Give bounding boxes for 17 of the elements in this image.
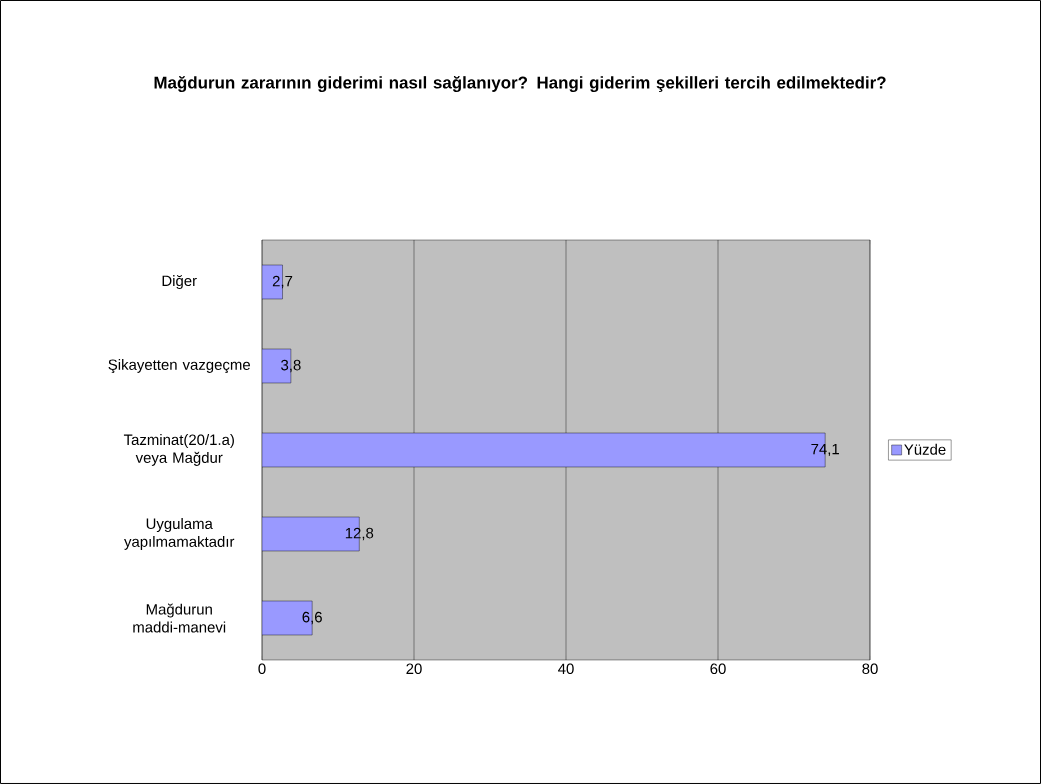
data-label: 74,1 [811, 443, 839, 457]
x-tick-label: 40 [558, 663, 574, 675]
x-tick-label: 20 [406, 663, 422, 675]
data-label: 3,8 [281, 359, 301, 373]
data-label: 2,7 [272, 275, 293, 289]
y-tick-label: Uygulama yapılmamaktadır [124, 518, 235, 550]
legend-label: Yüzde [904, 443, 946, 455]
data-label: 12,8 [345, 527, 374, 541]
x-tick-label: 60 [710, 663, 726, 675]
y-tick-label: Tazminat(20/1.a) veya Mağdur [123, 434, 234, 466]
x-tick-label: 0 [258, 663, 266, 675]
y-tick-label: Diğer [162, 274, 197, 290]
chart-title: Mağdurun zararının giderimi nasıl sağlanıyor? Hangi giderim şekilleri tercih edilmektedir? [154, 75, 886, 93]
x-tick-label: 80 [862, 663, 878, 675]
data-label: 6,6 [302, 611, 322, 625]
y-tick-label: Mağdurun maddi-manevi [133, 603, 226, 633]
y-tick-label: Şikayetten vazgeçme [108, 358, 250, 373]
